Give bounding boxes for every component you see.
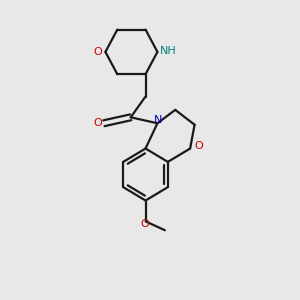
Text: NH: NH (160, 46, 177, 56)
Text: O: O (93, 118, 102, 128)
Text: O: O (94, 47, 102, 57)
Text: O: O (194, 141, 203, 152)
Text: O: O (141, 219, 149, 229)
Text: N: N (154, 115, 162, 125)
